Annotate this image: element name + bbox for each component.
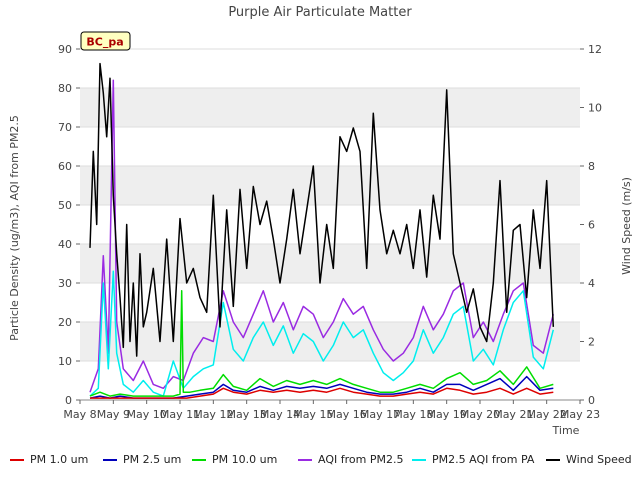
site-badge-label: BC_pa bbox=[86, 36, 123, 49]
x-tick-label: May 20 bbox=[460, 408, 500, 421]
x-axis-label: Time bbox=[552, 424, 580, 437]
legend-item-wind: Wind Speed bbox=[546, 453, 632, 466]
x-tick-label: May 18 bbox=[393, 408, 433, 421]
x-tick-label: May 14 bbox=[260, 408, 300, 421]
y-tick-label: 0 bbox=[65, 394, 72, 407]
series-line-pm1 bbox=[90, 387, 554, 399]
legend-swatch bbox=[192, 459, 206, 461]
y2-tick-label: 12 bbox=[588, 43, 602, 56]
legend-item-pa_aqi: PM2.5 AQI from PA bbox=[412, 453, 534, 466]
y-tick-label: 90 bbox=[58, 43, 72, 56]
x-tick-label: May 15 bbox=[293, 408, 333, 421]
background-bands bbox=[80, 49, 580, 400]
x-tick-label: May 19 bbox=[427, 408, 467, 421]
legend-item-pm1: PM 1.0 um bbox=[10, 453, 88, 466]
x-tick-label: May 21 bbox=[493, 408, 533, 421]
y2-tick-label: 4 bbox=[588, 277, 595, 290]
x-tick-label: May 16 bbox=[327, 408, 367, 421]
y-tick-label: 10 bbox=[58, 355, 72, 368]
y-tick-label: 60 bbox=[58, 160, 72, 173]
legend-label: PM2.5 AQI from PA bbox=[432, 453, 535, 466]
y-tick-label: 80 bbox=[58, 82, 72, 95]
background-band bbox=[80, 166, 580, 205]
y2-tick-label: 0 bbox=[588, 394, 595, 407]
series-line-wind bbox=[89, 62, 555, 357]
y-axis-left: 0 10 20 30 40 50 60 70 80 90 bbox=[58, 43, 80, 407]
legend-label: PM 2.5 um bbox=[123, 453, 182, 466]
series-line-pm10 bbox=[89, 290, 554, 397]
chart-title: Purple Air Particulate Matter bbox=[228, 5, 412, 20]
legend-item-pm25: PM 2.5 um bbox=[103, 453, 181, 466]
x-tick-label: May 13 bbox=[227, 408, 267, 421]
legend-label: Wind Speed bbox=[566, 453, 632, 466]
y-tick-label: 30 bbox=[58, 277, 72, 290]
series-layer bbox=[89, 62, 555, 399]
legend-label: AQI from PM2.5 bbox=[318, 453, 404, 466]
x-tick-label: May 22 bbox=[527, 408, 567, 421]
y-axis-right: 0 2 4 6 8 10 12 bbox=[580, 43, 602, 407]
y2-tick-label: 2 bbox=[588, 336, 595, 349]
y-axis-label: Particle Density (ug/m3), AQI from PM2.5 bbox=[8, 115, 21, 341]
legend: PM 1.0 um PM 2.5 um PM 10.0 um AQI from PM2… bbox=[0, 450, 640, 472]
y2-tick-label: 8 bbox=[588, 160, 595, 173]
y-tick-label: 40 bbox=[58, 238, 72, 251]
x-tick-label: May 11 bbox=[160, 408, 200, 421]
legend-swatch bbox=[298, 459, 312, 461]
site-badge: BC_pa bbox=[80, 31, 131, 51]
series-line-pa_aqi bbox=[89, 270, 555, 397]
legend-label: PM 10.0 um bbox=[212, 453, 278, 466]
background-band bbox=[80, 88, 580, 127]
legend-swatch bbox=[412, 459, 426, 461]
y-tick-label: 20 bbox=[58, 316, 72, 329]
x-tick-label: May 23 bbox=[560, 408, 600, 421]
legend-swatch bbox=[546, 459, 560, 461]
legend-label: PM 1.0 um bbox=[30, 453, 89, 466]
y2-axis-label: Wind Speed (m/s) bbox=[620, 177, 633, 275]
legend-swatch bbox=[10, 459, 24, 461]
x-tick-label: May 12 bbox=[193, 408, 233, 421]
legend-item-aqi: AQI from PM2.5 bbox=[298, 453, 403, 466]
y2-tick-label: 10 bbox=[588, 102, 602, 115]
x-tick-label: May 8 bbox=[63, 408, 96, 421]
y-tick-label: 50 bbox=[58, 199, 72, 212]
y2-tick-label: 6 bbox=[588, 219, 595, 232]
y-tick-label: 70 bbox=[58, 121, 72, 134]
x-tick-label: May 17 bbox=[360, 408, 400, 421]
legend-swatch bbox=[103, 459, 117, 461]
x-tick-label: May 9 bbox=[97, 408, 130, 421]
series-line-aqi bbox=[89, 79, 555, 393]
x-tick-label: May 10 bbox=[127, 408, 167, 421]
legend-item-pm10: PM 10.0 um bbox=[192, 453, 277, 466]
